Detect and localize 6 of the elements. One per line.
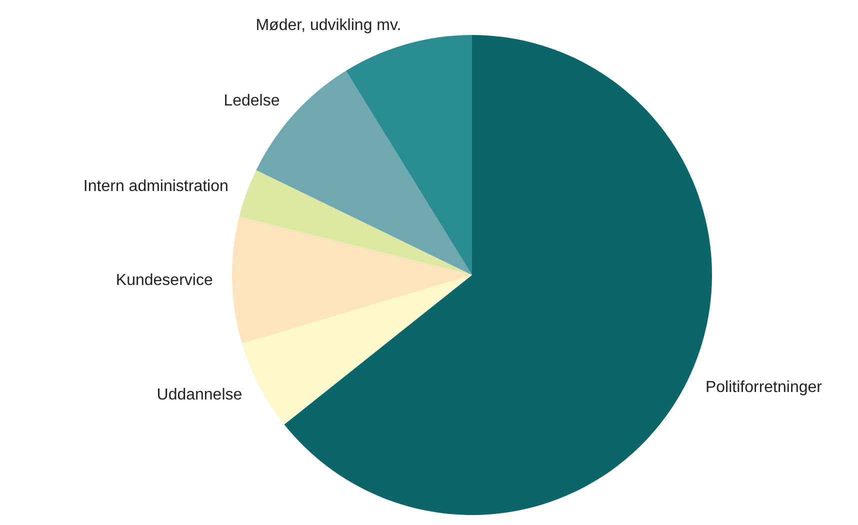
slice-label: Intern administration bbox=[83, 178, 228, 195]
slice-label: Politiforretninger bbox=[705, 378, 823, 396]
slice-label: Møder, udvikling mv. bbox=[256, 17, 402, 34]
slice-label: Kundeservice bbox=[116, 272, 213, 290]
slice-label: Uddannelse bbox=[156, 386, 242, 404]
slice-label: Ledelse bbox=[224, 92, 280, 110]
